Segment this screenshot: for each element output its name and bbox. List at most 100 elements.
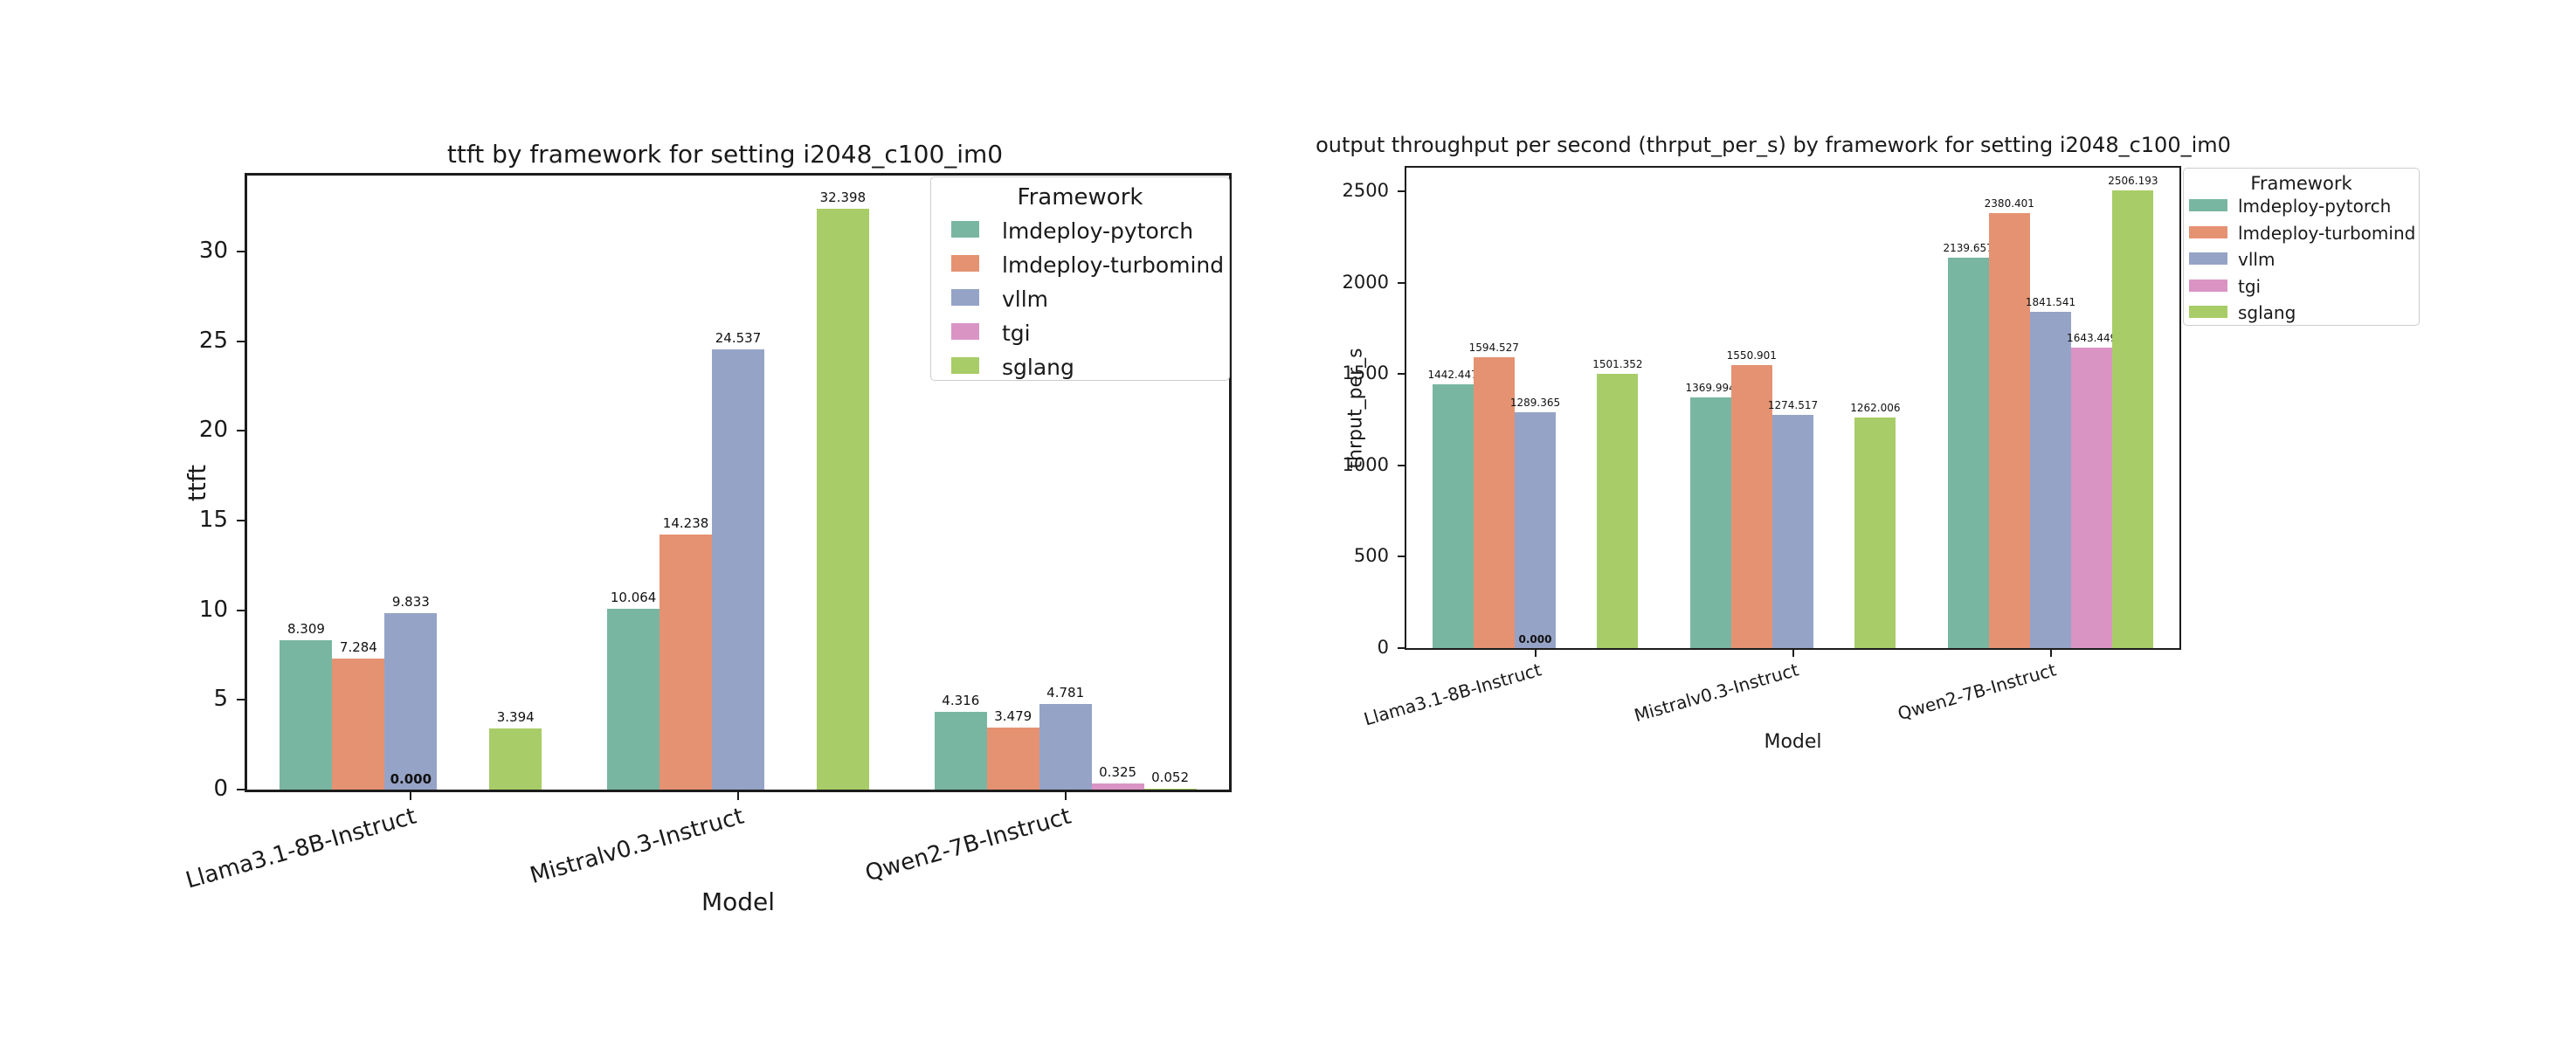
y-tick-label: 0	[213, 775, 228, 802]
bar-value-label: 4.781	[1046, 684, 1085, 700]
axes-left-spine	[1405, 166, 1406, 650]
y-tick-mark	[1398, 373, 1405, 376]
legend-swatch-lmdeploy-turbomind	[2189, 225, 2227, 238]
x-tick-mark	[1792, 650, 1794, 657]
legend-swatch-vllm	[951, 289, 979, 306]
bar-lmdeploy-turbomind-2	[1730, 364, 1772, 648]
legend-label-lmdeploy-turbomind: lmdeploy-turbomind	[2238, 222, 2416, 244]
axes-right-spine	[2179, 166, 2181, 650]
x-tick-mark	[737, 792, 739, 800]
legend-label-tgi: tgi	[2238, 275, 2262, 297]
legend-label-tgi: tgi	[1002, 321, 1031, 346]
bar-value-label: 3.394	[496, 709, 535, 726]
bar-lmdeploy-turbomind-3	[986, 727, 1039, 790]
chart-title: output throughput per second (thrput_per…	[1316, 133, 2231, 157]
y-tick-mark	[237, 609, 245, 611]
bar-value-label: 10.064	[610, 590, 657, 606]
bar-lmdeploy-pytorch-1	[280, 640, 333, 790]
bar-value-label: 0.052	[1151, 769, 1190, 785]
bar-lmdeploy-turbomind-2	[660, 534, 713, 790]
bar-tgi-3	[2071, 348, 2113, 648]
bar-sglang-1	[1597, 374, 1639, 648]
y-tick-mark	[237, 789, 245, 790]
axes-bottom-spine	[245, 790, 1232, 792]
legend-swatch-sglang	[951, 357, 979, 374]
y-tick-label: 15	[198, 506, 228, 533]
y-tick-label: 30	[198, 237, 228, 264]
legend-swatch-lmdeploy-pytorch	[2189, 199, 2227, 211]
bar-value-label: 1594.527	[1468, 341, 1519, 354]
bar-value-label: 3.479	[994, 707, 1032, 724]
bar-lmdeploy-turbomind-1	[1473, 356, 1515, 648]
bar-lmdeploy-turbomind-3	[1988, 213, 2030, 648]
bar-sglang-3	[2112, 190, 2154, 648]
legend-swatch-sglang	[2189, 306, 2227, 318]
bar-tgi-3	[1091, 783, 1144, 790]
x-tick-mark	[1534, 650, 1537, 657]
legend-label-lmdeploy-turbomind: lmdeploy-turbomind	[1002, 252, 1225, 278]
axes-top-spine	[1405, 166, 2181, 168]
legend-title: Framework	[1017, 184, 1143, 210]
bar-lmdeploy-turbomind-1	[332, 659, 385, 790]
axes-left-spine	[245, 173, 247, 792]
y-tick-label: 2000	[1342, 271, 1389, 293]
y-tick-mark	[1398, 556, 1405, 558]
legend-box: Framework lmdeploy-pytorch lmdeploy-turbom…	[930, 176, 1230, 381]
y-tick-mark	[237, 251, 245, 253]
y-tick-label: 1500	[1342, 362, 1389, 384]
x-tick-mark	[2049, 650, 2052, 657]
bar-vllm-1	[1514, 412, 1557, 648]
bar-value-label: 1274.517	[1767, 399, 1819, 412]
axes-top-spine	[245, 173, 1232, 176]
legend-label-sglang: sglang	[2238, 302, 2296, 323]
bar-value-label: 2139.657	[1943, 241, 1993, 254]
y-tick-label: 2500	[1342, 180, 1389, 202]
bar-value-label: 1501.352	[1592, 358, 1643, 371]
legend-label-vllm: vllm	[1002, 286, 1049, 312]
bar-value-label: 7.284	[339, 639, 377, 656]
y-tick-label: 5	[213, 686, 228, 713]
y-tick-label: 0	[1377, 636, 1389, 658]
bar-value-label: 0.000	[390, 771, 432, 787]
bar-value-label: 1841.541	[2025, 295, 2076, 308]
bar-lmdeploy-pytorch-3	[1947, 257, 1989, 648]
legend-swatch-tgi	[951, 323, 979, 340]
bar-sglang-3	[1143, 788, 1197, 790]
bar-value-label: 9.833	[391, 594, 430, 611]
legend-swatch-lmdeploy-pytorch	[951, 221, 979, 238]
legend-swatch-vllm	[2189, 252, 2227, 265]
bar-value-label: 8.309	[287, 621, 325, 638]
y-tick-label: 10	[198, 596, 228, 623]
legend-label-vllm: vllm	[2238, 249, 2276, 270]
bar-sglang-1	[489, 728, 542, 790]
y-tick-mark	[237, 699, 245, 701]
bar-value-label: 1289.365	[1509, 397, 1561, 410]
bar-value-label: 1550.901	[1726, 349, 1777, 362]
chart-title: ttft by framework for setting i2048_c100…	[446, 140, 1004, 169]
bar-vllm-3	[1039, 703, 1092, 790]
bar-lmdeploy-pytorch-2	[1689, 397, 1731, 648]
bar-value-label: 2380.401	[1984, 197, 2034, 210]
legend-box: Framework lmdeploy-pytorch lmdeploy-turbom…	[2183, 168, 2420, 326]
bar-value-label: 0.000	[1518, 633, 1552, 645]
x-axis-label: Model	[1764, 730, 1822, 753]
y-tick-mark	[1398, 464, 1405, 466]
y-tick-mark	[1398, 647, 1405, 649]
y-axis-label: thrput_per_s	[1344, 347, 1367, 469]
y-tick-label: 25	[198, 327, 228, 354]
legend-label-sglang: sglang	[1002, 355, 1074, 380]
bar-sglang-2	[1854, 418, 1896, 648]
legend-swatch-tgi	[2189, 279, 2227, 292]
bar-value-label: 1369.994	[1685, 382, 1736, 395]
y-tick-mark	[1398, 190, 1405, 193]
bar-lmdeploy-pytorch-3	[934, 712, 987, 790]
x-tick-label: Llama3.1-8B-Instruct	[1361, 659, 1544, 730]
bar-lmdeploy-pytorch-2	[607, 609, 660, 790]
bar-vllm-1	[384, 613, 438, 790]
bar-value-label: 14.238	[662, 514, 709, 531]
bar-vllm-3	[2029, 311, 2072, 648]
legend-title: Framework	[2250, 173, 2352, 194]
bar-value-label: 4.316	[942, 693, 980, 709]
